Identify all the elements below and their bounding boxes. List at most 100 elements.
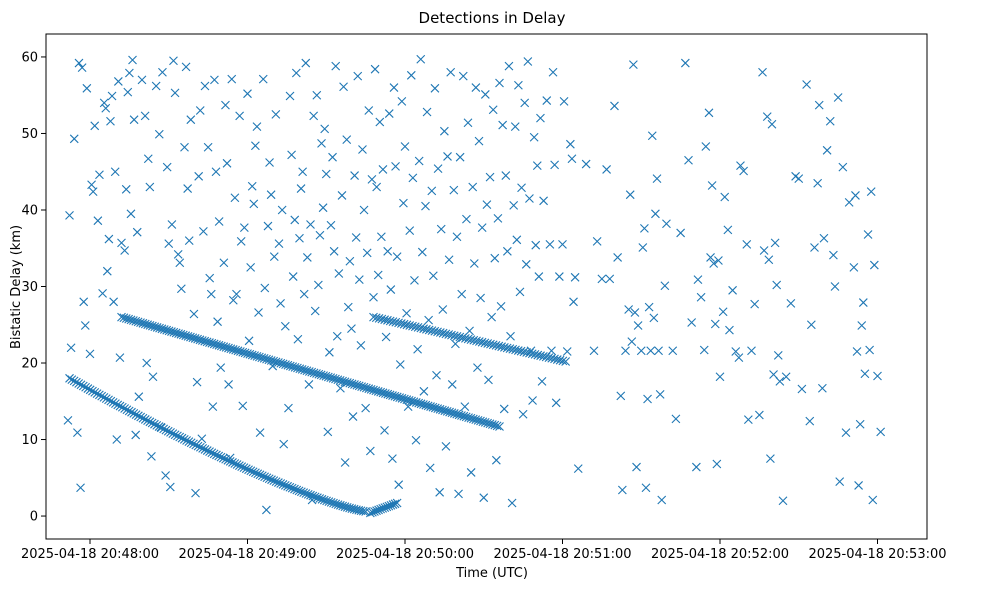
scatter-point: [312, 90, 322, 100]
scatter-point: [616, 391, 626, 401]
scatter-point: [869, 260, 879, 270]
scatter-point: [154, 129, 164, 139]
track-point: [269, 476, 279, 486]
track-point: [331, 374, 340, 384]
scatter-point: [430, 83, 440, 93]
scatter-point: [438, 305, 448, 314]
track-point: [216, 341, 226, 351]
track-point: [378, 388, 388, 398]
scatter-point: [287, 150, 296, 160]
x-tick-label: 2025-04-18 20:53:00: [808, 547, 946, 562]
scatter-point: [627, 337, 637, 346]
scatter-point: [691, 462, 701, 472]
scatter-point: [263, 221, 273, 231]
track-point: [88, 386, 97, 396]
track-point: [129, 409, 139, 418]
track-point: [143, 320, 153, 330]
track-point: [491, 341, 501, 350]
scatter-point: [131, 430, 141, 440]
scatter-point: [184, 236, 194, 245]
track-point: [253, 469, 263, 479]
x-axis-label: Time (UTC): [455, 566, 528, 581]
scatter-point: [361, 403, 371, 413]
track-point: [254, 352, 264, 362]
scatter-point: [102, 266, 112, 276]
scatter-point: [195, 106, 205, 115]
track-point: [413, 323, 423, 332]
scatter-point: [766, 454, 775, 464]
scatter-point: [386, 285, 396, 294]
track-point: [278, 359, 288, 369]
scatter-point: [496, 302, 506, 311]
scatter-point: [510, 122, 520, 131]
scatter-point: [378, 165, 388, 174]
scatter-point: [280, 321, 290, 331]
track-point: [508, 344, 518, 354]
track-point: [347, 379, 357, 389]
scatter-point: [660, 281, 670, 291]
scatter-point: [613, 253, 623, 262]
scatter-point: [107, 91, 117, 101]
scatter-point: [419, 386, 429, 396]
scatter-point: [427, 186, 437, 196]
track-point: [128, 316, 138, 325]
track-point: [145, 417, 155, 427]
scatter-point: [295, 233, 304, 243]
scatter-point: [110, 167, 120, 177]
scatter-point: [473, 363, 482, 372]
track-point: [237, 462, 247, 472]
track-point: [374, 314, 384, 323]
scatter-point: [343, 302, 353, 312]
track-point: [358, 506, 368, 516]
scatter-point: [480, 90, 490, 99]
scatter-point: [232, 289, 241, 299]
track-point: [271, 357, 281, 367]
track-point: [359, 382, 369, 392]
track-point: [235, 347, 245, 356]
track-point: [541, 352, 551, 362]
scatter-point: [554, 272, 564, 281]
track-point: [147, 418, 157, 428]
track-point: [466, 335, 476, 345]
y-tick-label: 60: [21, 50, 38, 65]
track-point: [449, 331, 459, 341]
track-point: [138, 413, 148, 423]
scatter-point: [509, 201, 519, 210]
scatter-point: [148, 372, 158, 382]
scatter-point: [641, 483, 651, 493]
track-point: [472, 336, 481, 346]
track-point: [477, 337, 487, 347]
scatter-point: [104, 234, 114, 244]
track-point: [461, 412, 471, 422]
scatter-point: [162, 162, 172, 172]
scatter-point: [610, 101, 619, 111]
scatter-point: [334, 269, 344, 278]
track-point: [373, 387, 383, 396]
track-point: [207, 338, 217, 348]
scatter-point: [365, 446, 375, 456]
scatter-point: [74, 58, 84, 68]
scatter-point: [331, 61, 341, 71]
y-tick-label: 0: [30, 510, 38, 525]
scatter-point: [537, 376, 547, 386]
y-tick-label: 30: [21, 280, 38, 295]
track-point: [326, 373, 336, 383]
scatter-point: [742, 240, 752, 249]
scatter-point: [66, 343, 76, 353]
scatter-point: [833, 93, 843, 102]
track-point: [457, 411, 466, 420]
scatter-point: [255, 428, 265, 438]
scatter-point: [410, 275, 419, 285]
scatter-point: [855, 419, 865, 429]
scatter-point: [250, 141, 260, 151]
scatter-point: [471, 83, 481, 92]
track-point: [193, 334, 202, 344]
track-point: [505, 344, 515, 354]
plot-frame: [45, 33, 928, 540]
track-point: [264, 474, 274, 484]
scatter-point: [214, 217, 224, 226]
track-point: [338, 376, 347, 386]
scatter-point: [389, 83, 399, 92]
scatter-point: [747, 346, 756, 356]
scatter-point: [458, 71, 468, 81]
